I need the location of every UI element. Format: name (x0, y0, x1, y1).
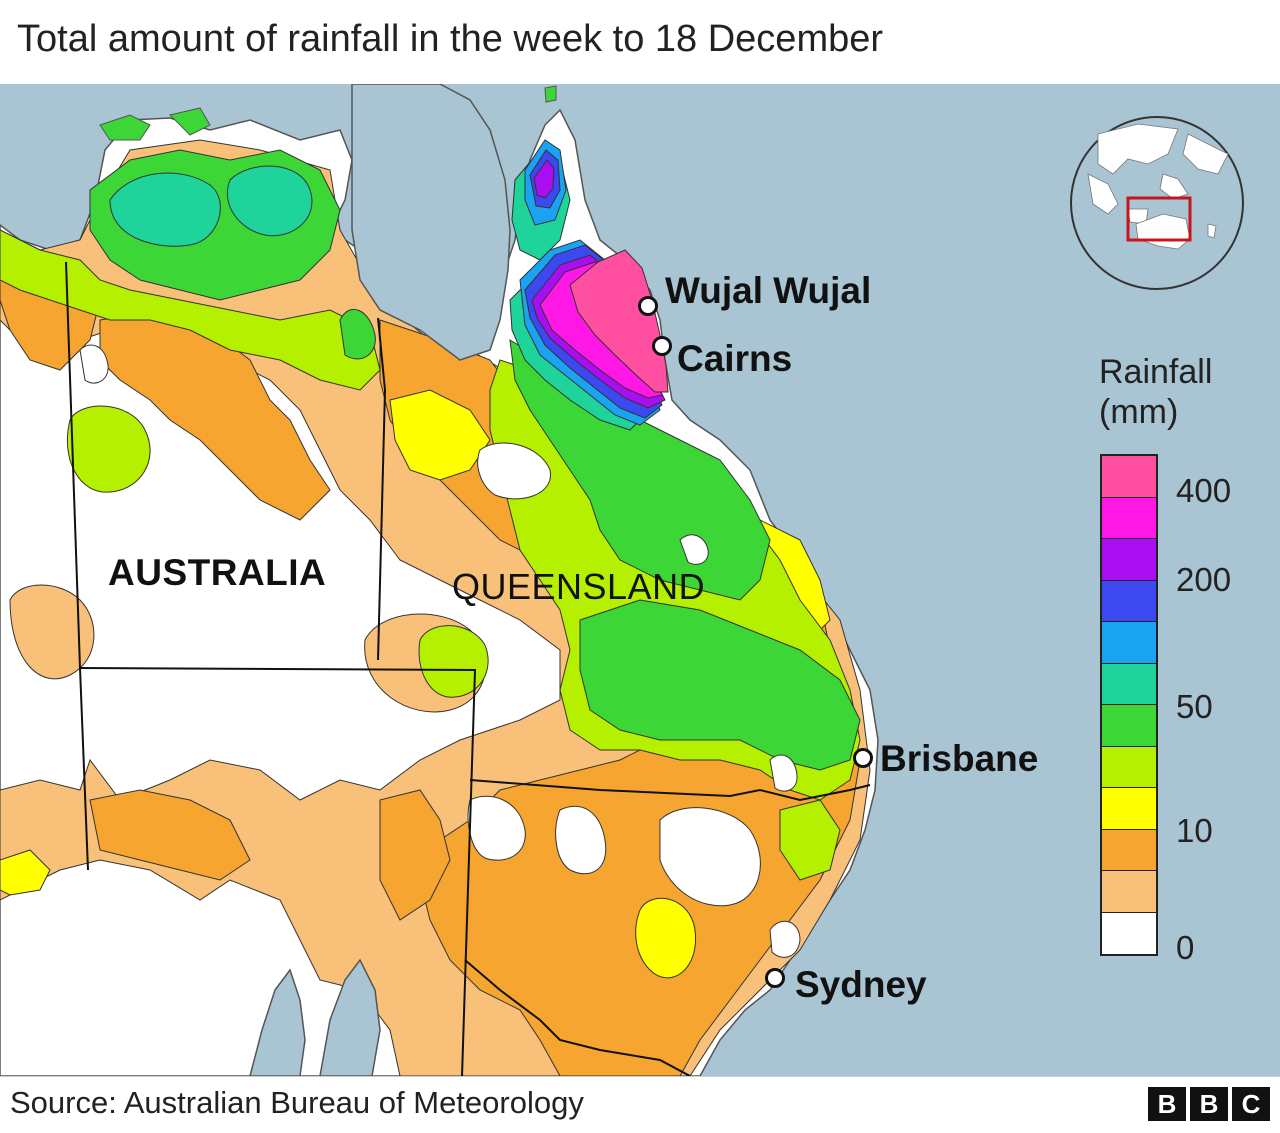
legend-swatch-3 (1102, 539, 1156, 581)
footer: Source: Australian Bureau of Meteorology… (0, 1076, 1280, 1133)
rain-pink (569, 249, 669, 393)
locator-globe (1070, 116, 1244, 290)
chart-title: Total amount of rainfall in the week to … (17, 18, 884, 60)
state-label-queensland: QUEENSLAND (452, 566, 706, 607)
bbc-logo: B B C (1148, 1087, 1270, 1121)
legend-swatch-8 (1102, 746, 1156, 788)
state-borders (65, 261, 871, 1076)
legend-swatch-1 (1102, 456, 1156, 498)
rainfall-map: AUSTRALIA QUEENSLAND Wujal Wujal Cairns … (0, 84, 1280, 1076)
legend-swatch-6 (1102, 663, 1156, 705)
source-text: Source: Australian Bureau of Meteorology (10, 1085, 584, 1120)
legend-tick-10: 10 (1176, 812, 1213, 849)
city-label-brisbane: Brisbane (880, 738, 1039, 779)
southern-gulf (319, 958, 381, 1076)
region-label-australia: AUSTRALIA (108, 552, 327, 593)
legend-title-line1: Rainfall (1099, 353, 1213, 391)
bbc-logo-letter-1: B (1148, 1087, 1186, 1121)
legend-swatch-4 (1102, 580, 1156, 622)
city-label-cairns: Cairns (677, 338, 793, 379)
legend-swatch-2 (1102, 497, 1156, 539)
map-svg (0, 84, 1280, 1076)
legend-title: Rainfall (mm) (1099, 352, 1212, 432)
locator-box (1126, 196, 1192, 242)
gulf-of-carpentaria (351, 84, 511, 361)
header: Total amount of rainfall in the week to … (0, 0, 1280, 84)
islands (99, 85, 557, 141)
city-label-sydney: Sydney (795, 964, 927, 1005)
legend-swatch-9 (1102, 788, 1156, 830)
globe-land (1087, 123, 1229, 250)
legend-tick-0: 0 (1176, 929, 1195, 966)
legend-swatch-5 (1102, 622, 1156, 664)
legend-swatch-7 (1102, 705, 1156, 747)
bbc-logo-letter-3: C (1232, 1087, 1270, 1121)
legend-tick-200: 200 (1176, 561, 1232, 598)
rain-none-patches (79, 344, 801, 958)
legend-color-bar (1100, 454, 1158, 956)
city-marker-cairns (652, 336, 672, 356)
southern-gulf-2 (249, 968, 306, 1076)
legend-tick-400: 400 (1176, 472, 1232, 509)
legend-tick-50: 50 (1176, 688, 1213, 725)
city-marker-sydney (765, 968, 785, 988)
city-label-wujal-wujal: Wujal Wujal (665, 270, 872, 311)
legend-swatch-12 (1102, 912, 1156, 954)
city-marker-brisbane (853, 748, 873, 768)
legend-swatch-11 (1102, 871, 1156, 913)
legend-swatch-10 (1102, 829, 1156, 871)
bbc-logo-letter-2: B (1190, 1087, 1228, 1121)
legend-title-line2: (mm) (1099, 393, 1179, 431)
city-marker-wujal-wujal (638, 296, 658, 316)
